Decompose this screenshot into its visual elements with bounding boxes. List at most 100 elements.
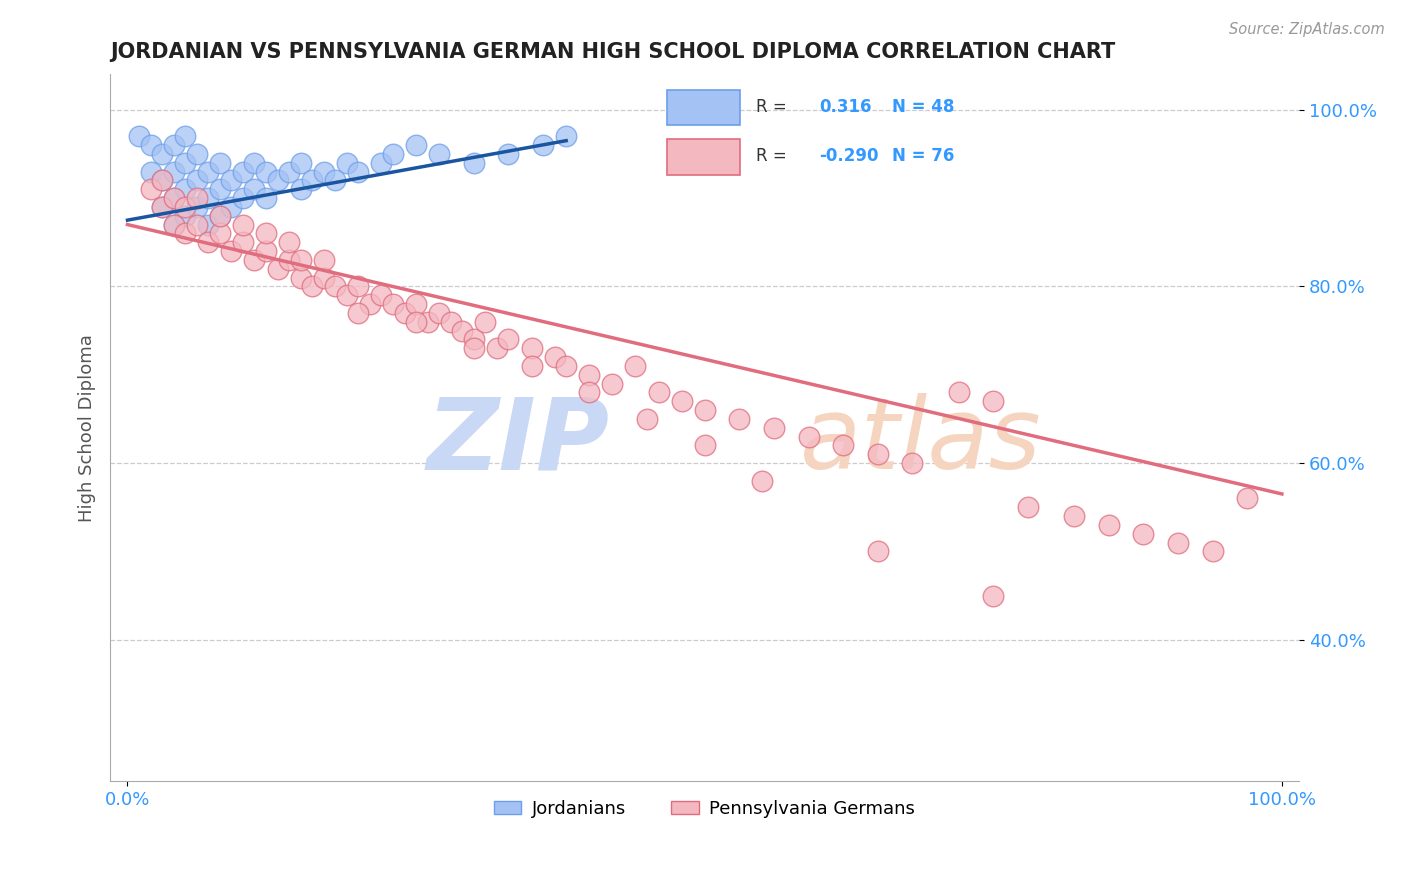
Point — [866, 544, 889, 558]
Point — [520, 341, 543, 355]
Point — [498, 147, 520, 161]
Point — [416, 315, 439, 329]
Point — [163, 191, 186, 205]
Point — [254, 227, 277, 241]
Point — [139, 182, 162, 196]
Point — [290, 252, 312, 267]
Point — [243, 155, 266, 169]
Point — [197, 164, 219, 178]
Point — [243, 252, 266, 267]
Point — [474, 315, 496, 329]
Point — [728, 412, 751, 426]
Point — [382, 297, 405, 311]
Point — [221, 200, 243, 214]
Point — [394, 306, 416, 320]
Point — [498, 332, 520, 346]
Point — [197, 235, 219, 250]
Point — [543, 350, 565, 364]
Point — [797, 429, 820, 443]
Point — [221, 244, 243, 258]
Point — [186, 173, 208, 187]
Point — [174, 209, 197, 223]
Legend: Jordanians, Pennsylvania Germans: Jordanians, Pennsylvania Germans — [486, 792, 922, 825]
Point — [1098, 517, 1121, 532]
Point — [312, 270, 335, 285]
Point — [451, 324, 474, 338]
Point — [266, 261, 288, 276]
Point — [208, 227, 231, 241]
Point — [232, 235, 254, 250]
Point — [1063, 509, 1085, 524]
Point — [208, 182, 231, 196]
Point — [578, 368, 600, 382]
Point — [186, 200, 208, 214]
Point — [347, 306, 370, 320]
Point — [832, 438, 855, 452]
Point — [163, 218, 186, 232]
Point — [463, 332, 485, 346]
Point — [266, 173, 288, 187]
Point — [405, 315, 427, 329]
Point — [440, 315, 463, 329]
Point — [981, 394, 1004, 409]
Point — [578, 385, 600, 400]
Point — [463, 155, 485, 169]
Point — [290, 155, 312, 169]
Point — [336, 288, 359, 302]
Point — [1017, 500, 1039, 515]
Point — [278, 164, 301, 178]
Point — [278, 252, 301, 267]
Point — [243, 182, 266, 196]
Point — [1132, 526, 1154, 541]
Point — [208, 155, 231, 169]
Point — [197, 218, 219, 232]
Point — [174, 227, 197, 241]
Point — [290, 270, 312, 285]
Point — [232, 164, 254, 178]
Point — [405, 297, 427, 311]
Point — [174, 200, 197, 214]
Point — [174, 182, 197, 196]
Point — [336, 155, 359, 169]
Point — [602, 376, 624, 391]
Point — [555, 359, 578, 373]
Text: 0.316: 0.316 — [818, 98, 872, 116]
Point — [693, 438, 716, 452]
Point — [139, 164, 162, 178]
Text: JORDANIAN VS PENNSYLVANIA GERMAN HIGH SCHOOL DIPLOMA CORRELATION CHART: JORDANIAN VS PENNSYLVANIA GERMAN HIGH SC… — [110, 42, 1115, 62]
Point — [197, 191, 219, 205]
FancyBboxPatch shape — [666, 89, 740, 126]
Point — [636, 412, 658, 426]
Point — [150, 173, 173, 187]
Text: R =: R = — [756, 147, 787, 165]
Text: N = 76: N = 76 — [891, 147, 955, 165]
Point — [208, 209, 231, 223]
Point — [555, 129, 578, 144]
Point — [1201, 544, 1223, 558]
Point — [531, 138, 554, 153]
Point — [370, 155, 392, 169]
Point — [762, 420, 785, 434]
Point — [186, 147, 208, 161]
Point — [312, 252, 335, 267]
Point — [301, 173, 323, 187]
Point — [427, 306, 450, 320]
Point — [174, 155, 197, 169]
Point — [751, 474, 773, 488]
Point — [463, 341, 485, 355]
Point — [150, 147, 173, 161]
Point — [254, 244, 277, 258]
Point — [347, 279, 370, 293]
Point — [382, 147, 405, 161]
Point — [948, 385, 970, 400]
Point — [901, 456, 924, 470]
Text: R =: R = — [756, 98, 787, 116]
Point — [405, 138, 427, 153]
Point — [301, 279, 323, 293]
Point — [312, 164, 335, 178]
Point — [278, 235, 301, 250]
Point — [671, 394, 693, 409]
Point — [232, 218, 254, 232]
Point — [150, 173, 173, 187]
Point — [163, 218, 186, 232]
